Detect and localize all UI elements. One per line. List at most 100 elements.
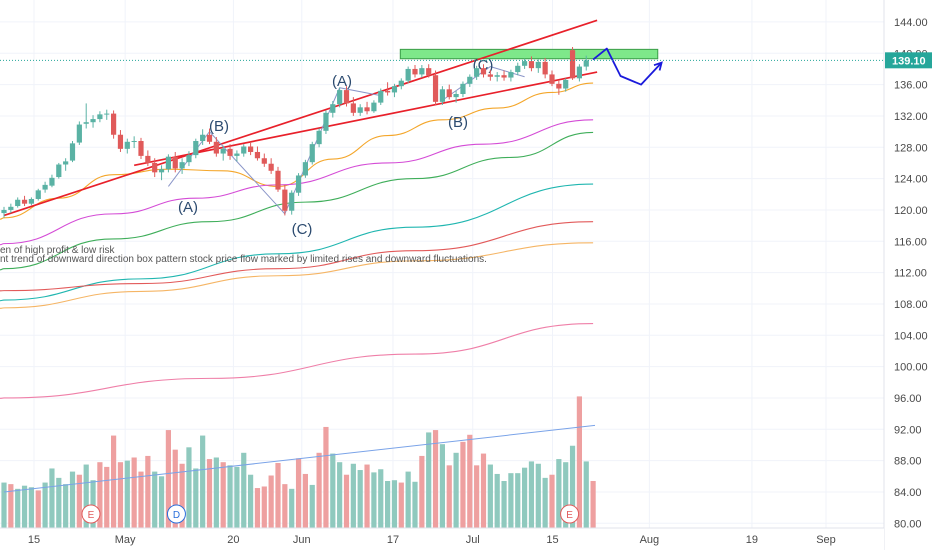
candle-body [309,144,315,163]
volume-bar [172,449,178,528]
candle-body [28,198,34,204]
candle-body [350,103,356,113]
candle-body [179,162,185,169]
candle-body [330,104,336,113]
moving-average-line-2 [0,119,594,246]
event-label: E [566,510,573,521]
price-tick-label: 92.00 [894,424,922,436]
volume-bar [21,485,28,528]
volume-bar [515,473,521,528]
price-tick-label: 96.00 [894,393,922,405]
volume-bar [69,471,76,528]
time-tick-label: 20 [227,534,239,546]
volume-bar [42,482,48,528]
volume-bar [569,445,576,528]
candle-body [569,50,576,79]
candle-body [35,190,41,199]
candle-body [508,72,514,78]
candle-body [480,68,487,75]
volume-bar [227,465,233,528]
candle-body [323,112,329,131]
price-tick-label: 104.00 [894,330,928,342]
volume-bar [590,480,596,528]
time-tick-label: Jun [293,534,311,546]
candle-body [241,146,247,154]
volume-bar [186,447,192,528]
volume-bar [398,482,404,528]
candle-body [385,90,391,93]
candle-body [295,175,302,193]
volume-bar [556,459,562,528]
volume-bars [1,396,596,528]
price-tick-label: 128.00 [894,142,928,154]
volume-bar [302,473,308,528]
candle-body [405,68,411,81]
moving-average-line-3 [0,131,594,271]
candle-body [453,94,459,98]
candle-body [117,134,124,149]
volume-bar [460,441,466,528]
candle-body [535,61,541,69]
projection-path [592,47,663,86]
volume-bar [56,477,62,528]
candle-body [90,119,96,123]
price-tick-label: 116.00 [894,236,927,248]
volume-bar [138,471,144,528]
last-price-tag [885,52,932,69]
candle-body [21,199,28,204]
candle-body [412,68,418,75]
candle-body [234,153,240,156]
price-tick-label: 100.00 [894,362,928,374]
volume-bar [412,481,418,528]
candle-body [261,158,267,164]
volume-bar [295,458,302,528]
volume-bar [528,461,535,528]
volume-bar [76,474,82,528]
candle-body [63,161,69,165]
volume-bar [522,467,528,528]
candle-body [316,130,322,145]
volume-bar [49,468,55,528]
candle-body [426,68,432,76]
moving-average-line-1 [0,82,594,220]
price-tick-label: 80.00 [894,518,922,530]
candle-body [357,107,363,113]
volume-bar [179,463,185,528]
volume-bar [275,462,281,528]
candle-body [268,163,274,171]
price-tick-label: 108.00 [894,299,928,311]
candle-body [563,79,569,89]
volume-bar [15,488,21,528]
volume-bar [254,488,261,528]
candle-body [337,90,343,105]
volume-bar [474,465,480,528]
candle-body [446,89,452,98]
candle-body [522,61,528,66]
volume-bar [111,435,117,528]
candles [1,47,589,218]
volume-bar [337,462,343,528]
candle-body [42,184,48,190]
volume-bar [8,484,14,528]
candle-body [56,164,62,178]
candle-body [439,89,445,102]
volume-bar [261,486,267,528]
candle-body [371,102,377,112]
volume-bar [494,473,500,528]
volume-bar [131,457,137,528]
candle-body [576,66,582,79]
volume-bar [124,460,130,528]
candle-body [378,90,384,103]
last-price-tag-text: 139.10 [892,55,926,67]
volume-bar [241,452,247,528]
volume-bar [165,430,171,528]
candle-body [158,169,165,173]
candle-body [474,68,480,77]
volume-bar [1,482,7,528]
volume-bar [248,474,254,528]
candle-body [542,61,548,75]
candle-body [549,74,555,84]
volume-bar [583,461,589,528]
